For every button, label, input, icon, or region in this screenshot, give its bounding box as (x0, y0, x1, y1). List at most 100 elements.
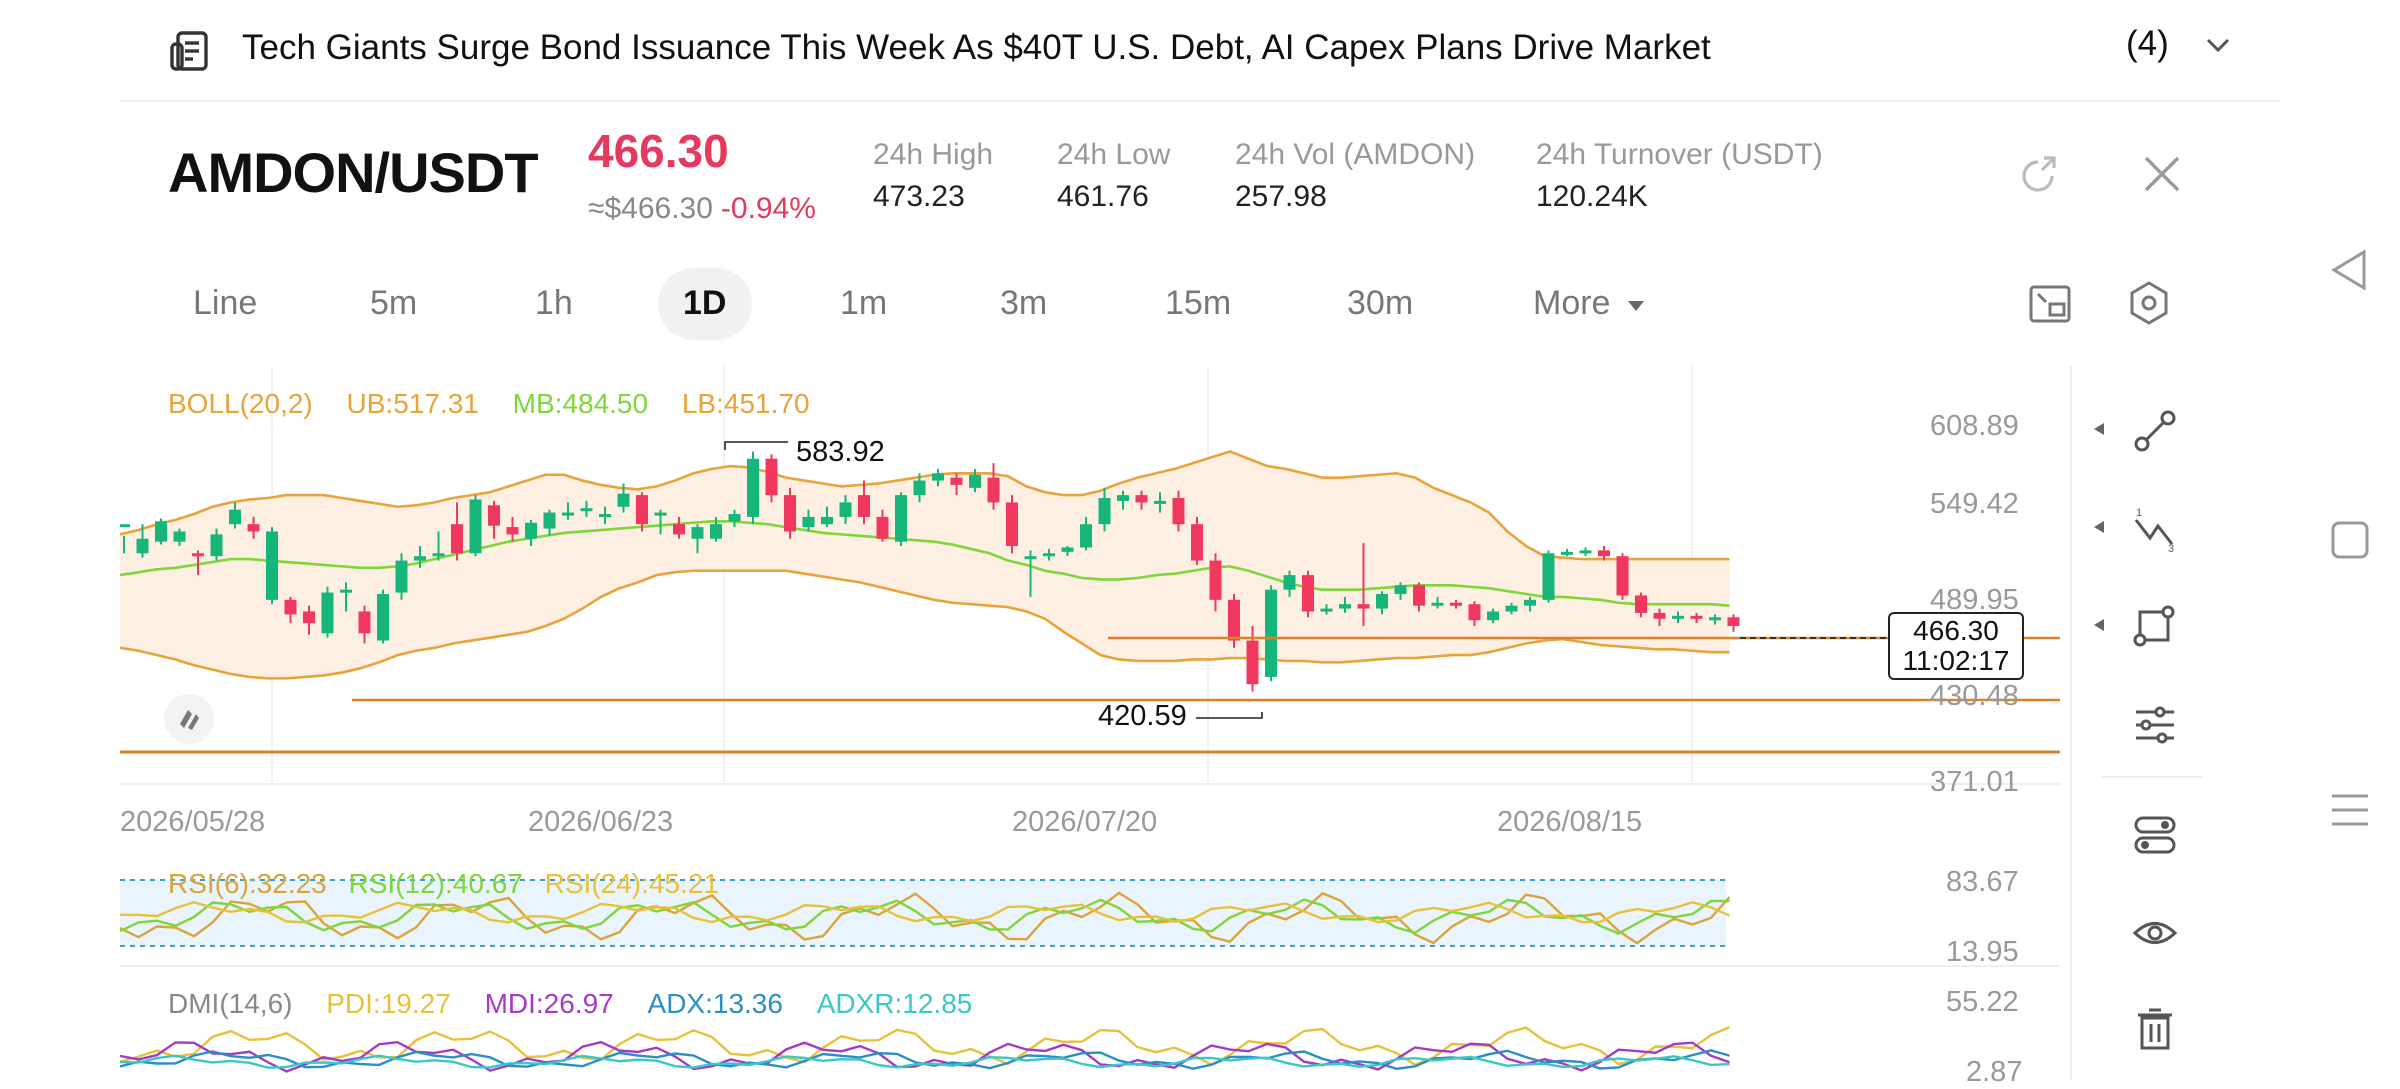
candle-body (525, 522, 537, 539)
candle-body (247, 524, 260, 532)
candle-body (120, 524, 130, 528)
candle-body (1653, 612, 1666, 619)
tab-1m[interactable]: 1m (840, 284, 888, 322)
axis-label-3: 489.95 (1930, 584, 2019, 616)
tab-3m[interactable]: 3m (1000, 284, 1048, 322)
candle-body (173, 531, 186, 542)
eye-icon[interactable] (2132, 910, 2178, 956)
tab-30m[interactable]: 30m (1347, 284, 1414, 322)
candle-body (1598, 550, 1610, 557)
fullscreen-icon[interactable] (2028, 282, 2072, 326)
candle-body (284, 599, 297, 615)
news-banner[interactable]: Tech Giants Surge Bond Issuance This Wee… (120, 0, 2280, 102)
candle-body (580, 508, 593, 512)
indicator-settings-icon[interactable] (2132, 702, 2178, 748)
trend-line-tool-icon[interactable] (2132, 408, 2178, 454)
chevron-down-icon[interactable] (2200, 28, 2236, 64)
candle-body (617, 493, 630, 507)
expand-arrow-icon[interactable] (2092, 422, 2106, 436)
candle-body (969, 474, 981, 488)
tab-1d[interactable]: 1D (683, 284, 727, 322)
expand-arrow-icon[interactable] (2092, 618, 2106, 632)
current-price-label: 466.30 (1913, 615, 1999, 646)
caret-down-icon (1627, 301, 1644, 311)
tab-line[interactable]: Line (193, 284, 258, 322)
candle-body (1265, 589, 1277, 677)
candle-body (784, 495, 796, 532)
candle-body (636, 495, 648, 525)
dmi-panel (120, 1025, 1730, 1073)
rsi-legend: RSI(6):32.23 RSI(12):40.67 RSI(24):45.21 (168, 868, 719, 900)
dmi-legend: DMI(14,6) PDI:19.27 MDI:26.97 ADX:13.36 … (168, 988, 972, 1020)
expand-arrow-icon[interactable] (2092, 520, 2106, 534)
tab-5m[interactable]: 5m (370, 284, 418, 322)
candle-body (1579, 550, 1592, 554)
kline-chart[interactable] (120, 366, 2068, 1080)
candle-body (1357, 604, 1370, 609)
candlestick-series (120, 451, 1740, 692)
candle-body (1228, 599, 1240, 641)
settings-icon[interactable] (2126, 280, 2172, 326)
candle-body (1209, 560, 1222, 600)
candle-body (1006, 502, 1018, 547)
candle-body (543, 512, 556, 529)
watermark-logo-button[interactable] (164, 694, 214, 744)
candle-body (1246, 640, 1259, 685)
boll-mid-line (120, 519, 1730, 607)
candle-body (913, 480, 926, 496)
candle-body (432, 553, 445, 557)
menu-nav-icon[interactable] (2330, 790, 2370, 830)
back-nav-icon[interactable] (2330, 248, 2370, 292)
trading-pair: AMDON/USDT (168, 141, 539, 204)
candle-body (1690, 615, 1703, 619)
adxr-label: ADXR:12.85 (816, 988, 973, 1019)
candle-body (451, 524, 463, 554)
candle-body (562, 512, 574, 516)
share-icon[interactable] (2018, 152, 2062, 196)
candle-body (1727, 617, 1740, 627)
candle-body (932, 473, 944, 481)
dmi-axis-bottom: 2.87 (1966, 1056, 2023, 1088)
candle-body (1135, 495, 1148, 503)
axis-label-2: 549.42 (1930, 488, 2019, 520)
candle-body (1376, 594, 1388, 609)
close-icon[interactable] (2140, 152, 2184, 196)
shape-tool-icon[interactable] (2132, 602, 2178, 648)
candle-body (1080, 524, 1092, 548)
candle-body (1043, 553, 1055, 557)
candle-body (876, 516, 889, 539)
candle-body (839, 502, 852, 517)
boll-upper-line (120, 450, 1730, 561)
stat-low-value: 461.76 (1057, 180, 1149, 213)
more-dropdown[interactable]: More (1533, 284, 1646, 323)
candle-body (1172, 498, 1185, 525)
candle-body (414, 556, 426, 561)
candle-body (691, 527, 704, 539)
toggle-tools-icon[interactable] (2132, 812, 2178, 858)
stat-high-label: 24h High (873, 138, 994, 171)
candle-body (895, 495, 907, 542)
tab-15m[interactable]: 15m (1165, 284, 1232, 322)
boll-legend: BOLL(20,2) UB:517.31 MB:484.50 LB:451.70 (168, 388, 810, 420)
tab-1h[interactable]: 1h (535, 284, 573, 322)
stat-volume-value: 257.98 (1235, 180, 1327, 213)
toolbar-divider (2102, 776, 2202, 778)
candle-body (266, 531, 278, 600)
candle-body (1302, 575, 1314, 612)
stat-turnover-label: 24h Turnover (USDT) (1536, 138, 1823, 171)
bollinger-band (120, 450, 1730, 680)
trash-icon[interactable] (2132, 1006, 2178, 1052)
date-label-3: 2026/07/20 (1012, 806, 1158, 838)
fib-tool-icon[interactable]: 1 3 (2132, 506, 2178, 552)
home-nav-icon[interactable] (2330, 520, 2370, 560)
candle-body (1450, 602, 1462, 606)
date-label-1: 2026/05/28 (120, 806, 266, 838)
logo-icon (180, 710, 199, 730)
candle-body (210, 534, 223, 557)
low-marker-line (1196, 712, 1263, 719)
rsi12-line (120, 898, 1730, 935)
news-headline[interactable]: Tech Giants Surge Bond Issuance This Wee… (242, 28, 1711, 67)
candle-body (488, 505, 500, 526)
candle-body (654, 512, 667, 516)
rsi-axis-bottom: 13.95 (1946, 936, 2019, 968)
